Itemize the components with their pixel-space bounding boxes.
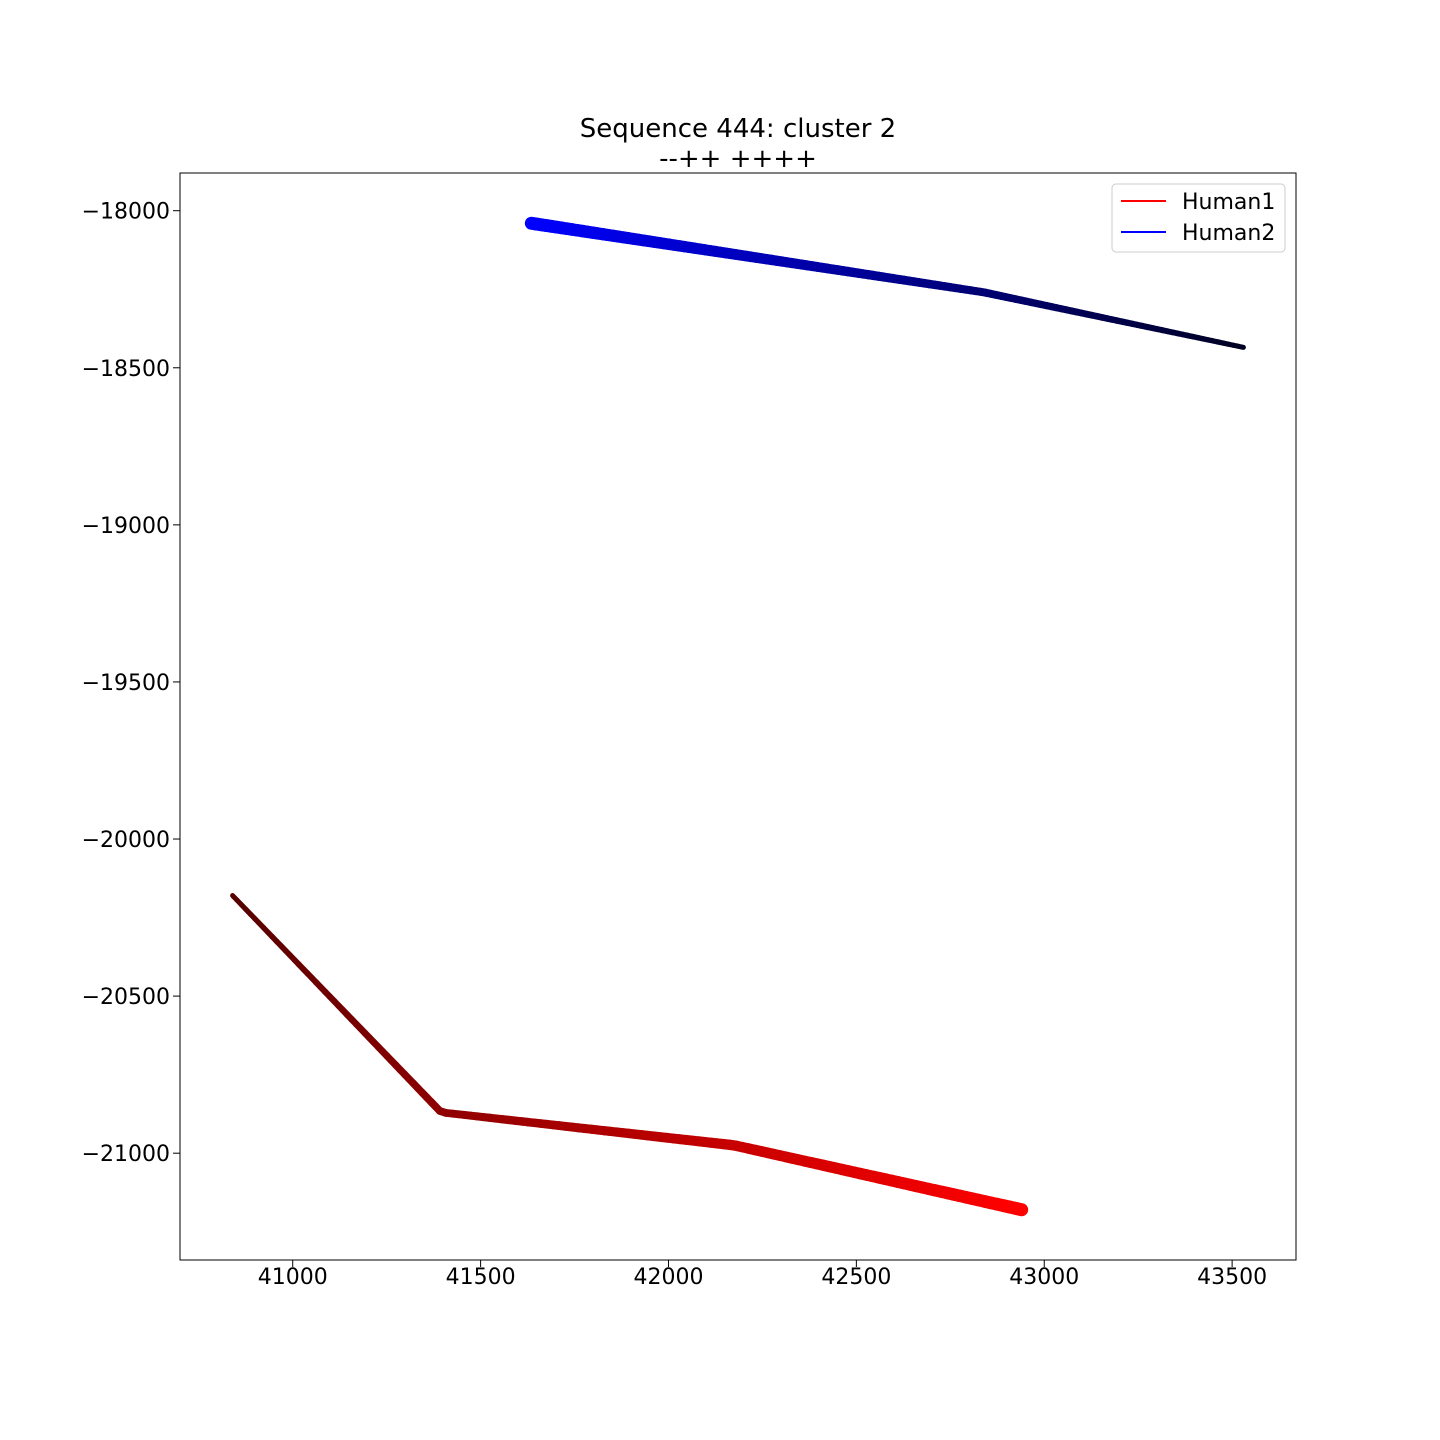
series-segment	[1235, 343, 1246, 350]
legend: Human1 Human2	[1111, 183, 1286, 253]
x-tick-label: 43500	[1197, 1265, 1267, 1290]
x-tick-label: 43000	[1009, 1265, 1079, 1290]
y-tick-label: −18500	[82, 357, 170, 382]
plot-frame	[179, 172, 1297, 1261]
y-axis: −18000 −18500 −19000 −19500 −20000 −20500 −210…	[82, 200, 180, 1167]
plot-area	[180, 173, 1296, 1260]
x-axis: 41000 41500 42000 42500 43000 43500	[258, 1260, 1267, 1290]
x-tick-label: 42500	[821, 1265, 891, 1290]
series-segment	[1009, 1201, 1029, 1217]
y-tick-label: −20000	[82, 828, 170, 853]
legend-label-human2: Human2	[1182, 221, 1275, 246]
legend-label-human1: Human1	[1182, 190, 1275, 215]
y-tick-label: −18000	[82, 200, 170, 225]
series-layer	[230, 216, 1246, 1217]
x-tick-label: 42000	[633, 1265, 703, 1290]
y-tick-label: −19000	[82, 514, 170, 539]
x-tick-label: 41000	[258, 1265, 328, 1290]
series-human2	[524, 216, 1246, 350]
y-tick-label: −20500	[82, 985, 170, 1010]
y-tick-label: −21000	[82, 1142, 170, 1167]
y-tick-label: −19500	[82, 671, 170, 696]
x-tick-label: 41500	[446, 1265, 516, 1290]
chart-title: Sequence 444: cluster 2	[580, 114, 896, 144]
chart-subtitle: --++ ++++	[659, 144, 817, 174]
series-human1	[230, 893, 1029, 1217]
